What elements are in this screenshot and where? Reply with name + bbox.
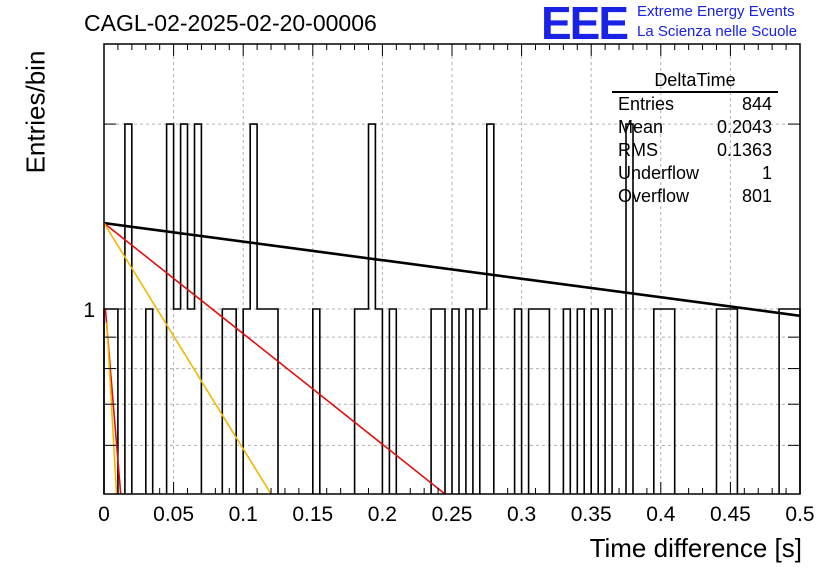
stats-value: 0.2043 bbox=[716, 117, 772, 137]
x-tick-label: 0.45 bbox=[710, 503, 751, 526]
eee-logo-mark: EEE bbox=[541, 0, 629, 49]
stats-row-underflow: Underflow 1 bbox=[612, 162, 778, 185]
y-tick-label: 1 bbox=[83, 299, 95, 322]
stats-label: Underflow bbox=[618, 163, 700, 183]
axis-ticks bbox=[103, 44, 801, 495]
x-tick-label: 0.2 bbox=[368, 503, 397, 526]
stats-label: Mean bbox=[618, 117, 664, 137]
tick-labels: 0 0.05 0.1 0.15 0.2 0.25 0.3 0.35 0.4 0.45 0.5 1 bbox=[83, 299, 814, 526]
stats-row-mean: Mean 0.2043 bbox=[612, 116, 778, 139]
stats-label: RMS bbox=[618, 140, 658, 160]
stats-label: Overflow bbox=[618, 186, 690, 206]
fit-line bbox=[103, 222, 446, 495]
stats-row-rms: RMS 0.1363 bbox=[612, 139, 778, 162]
stats-title: DeltaTime bbox=[612, 70, 778, 93]
logo-tagline-2: La Scienza nelle Scuole bbox=[637, 23, 798, 40]
x-tick-label: 0.1 bbox=[229, 503, 258, 526]
x-tick-label: 0.5 bbox=[785, 503, 814, 526]
y-axis-label: Entries/bin bbox=[20, 50, 51, 174]
x-tick-label: 0.05 bbox=[153, 503, 194, 526]
stats-value: 801 bbox=[741, 186, 772, 206]
stats-box: DeltaTime Entries 844 Mean 0.2043 RMS 0.… bbox=[612, 70, 778, 208]
fit-curves bbox=[103, 221, 801, 495]
x-tick-label: 0.4 bbox=[646, 503, 676, 526]
stats-value: 1 bbox=[761, 163, 772, 183]
x-axis-label: Time difference [s] bbox=[589, 533, 802, 563]
fit-line bbox=[103, 222, 272, 495]
x-tick-label: 0.15 bbox=[292, 503, 333, 526]
stats-label: Entries bbox=[618, 94, 675, 114]
logo-tagline-1: Extreme Energy Events bbox=[637, 3, 795, 20]
stats-row-overflow: Overflow 801 bbox=[612, 185, 778, 208]
stats-value: 0.1363 bbox=[716, 140, 772, 160]
x-tick-label: 0.25 bbox=[432, 503, 473, 526]
stats-value: 844 bbox=[741, 94, 772, 114]
stats-row-entries: Entries 844 bbox=[612, 93, 778, 116]
fit-line bbox=[106, 322, 118, 495]
run-title: CAGL-02-2025-02-20-00006 bbox=[84, 10, 377, 36]
x-tick-label: 0.3 bbox=[507, 503, 536, 526]
x-tick-label: 0 bbox=[98, 503, 110, 526]
fit-line bbox=[103, 221, 801, 318]
x-tick-label: 0.35 bbox=[571, 503, 612, 526]
